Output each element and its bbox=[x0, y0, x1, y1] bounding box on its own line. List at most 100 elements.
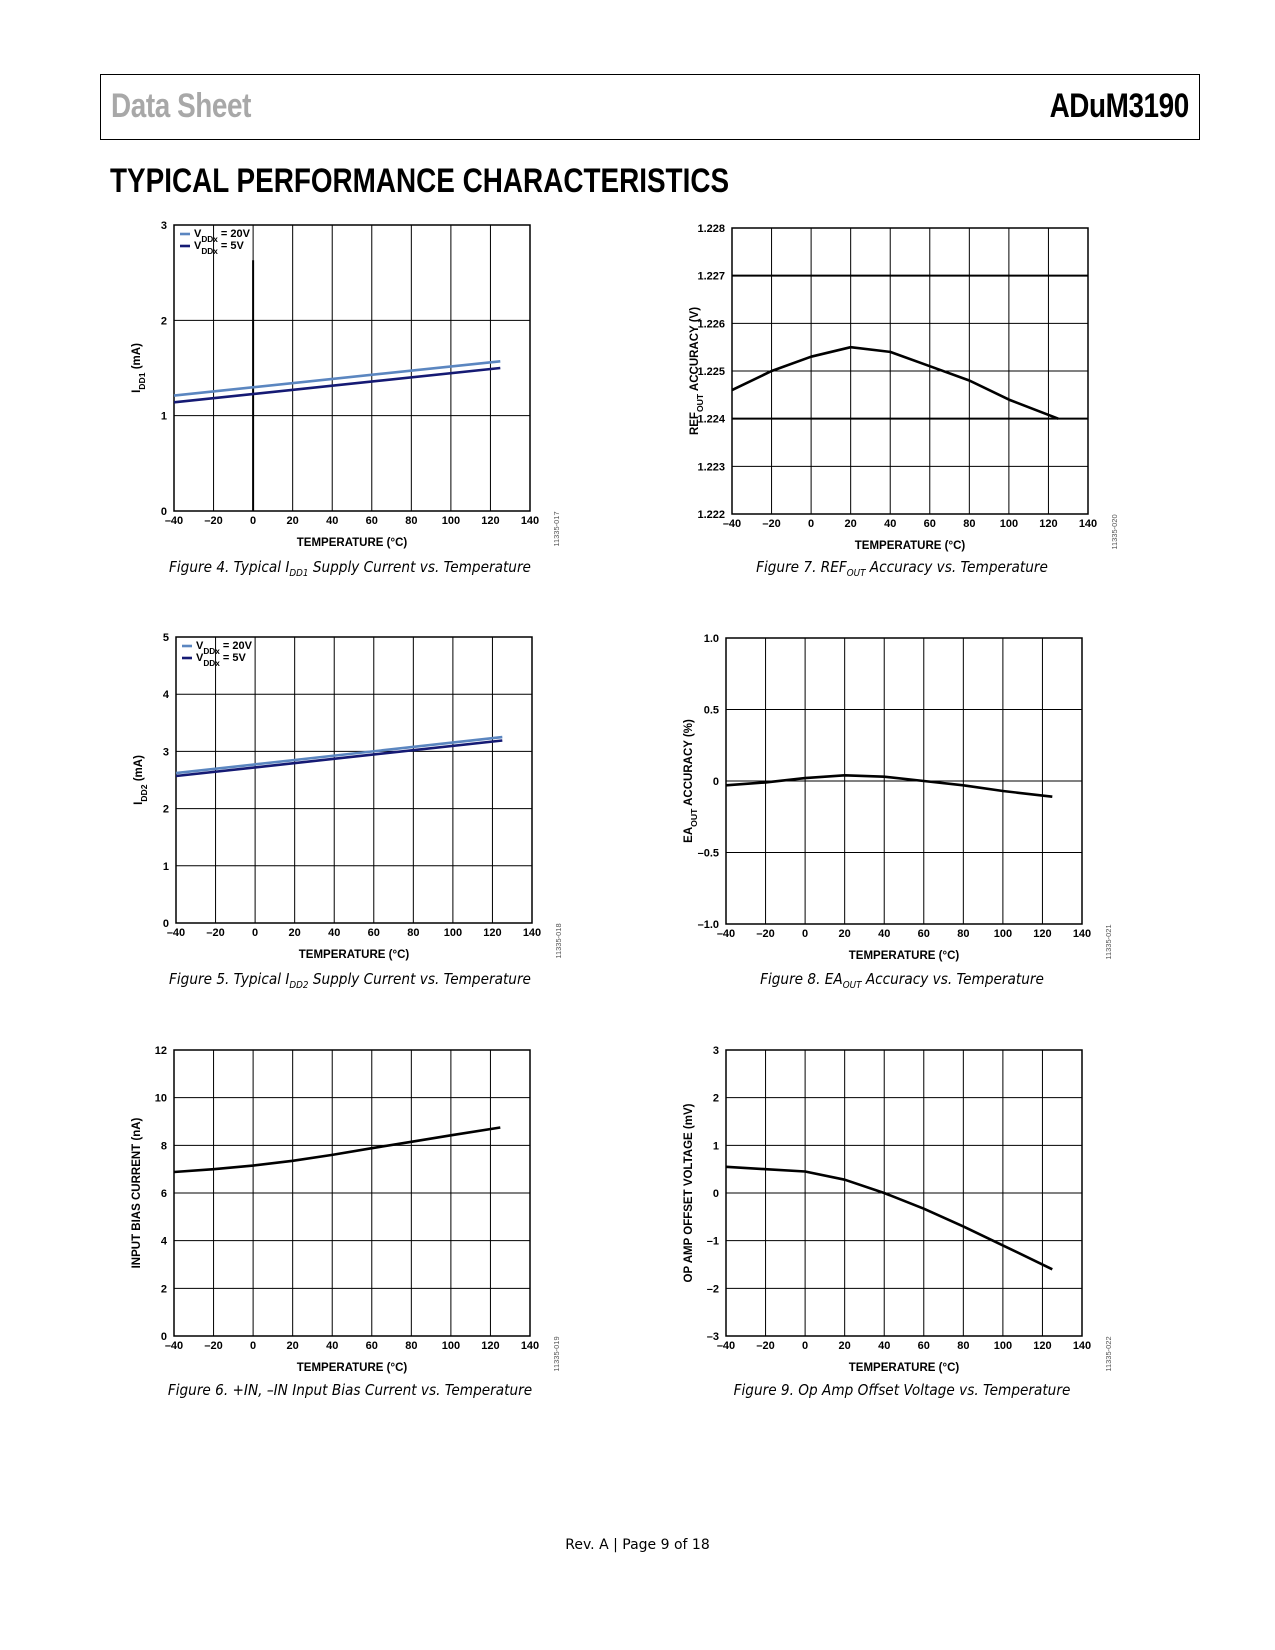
label-part: = 5V bbox=[218, 240, 245, 252]
figure-caption: Figure 9. Op Amp Offset Voltage vs. Temp… bbox=[682, 1381, 1122, 1399]
y-tick-label: 2 bbox=[713, 1093, 719, 1105]
series-line-0 bbox=[173, 1126, 501, 1174]
plot-frame bbox=[725, 1049, 1083, 1337]
y-tick-label: 6 bbox=[161, 1188, 167, 1200]
x-tick-label: 80 bbox=[957, 928, 969, 940]
label-part: = 20V bbox=[218, 228, 251, 240]
label-subscript: DDx bbox=[201, 247, 218, 256]
x-tick-label: 0 bbox=[250, 515, 256, 527]
x-tick-label: 80 bbox=[963, 518, 975, 530]
x-tick-label: –20 bbox=[762, 518, 780, 530]
y-tick-label: 1.222 bbox=[697, 509, 725, 521]
x-axis-label: TEMPERATURE (°C) bbox=[855, 540, 966, 552]
y-tick-label: 1 bbox=[713, 1140, 719, 1152]
x-axis-label: TEMPERATURE (°C) bbox=[849, 1362, 960, 1374]
legend-entry: VDDx = 5V bbox=[194, 240, 245, 256]
x-tick-label: –20 bbox=[756, 1340, 774, 1352]
series-line-1 bbox=[175, 739, 503, 778]
y-tick-label: 4 bbox=[163, 689, 170, 701]
series-line-0 bbox=[173, 360, 501, 397]
x-tick-label: 0 bbox=[250, 1340, 256, 1352]
label-part: V bbox=[194, 228, 202, 240]
x-tick-label: –40 bbox=[165, 515, 183, 527]
series-line-0 bbox=[725, 1165, 1053, 1271]
x-axis-label: TEMPERATURE (°C) bbox=[299, 949, 410, 961]
x-tick-label: 0 bbox=[802, 1340, 808, 1352]
x-tick-label: 120 bbox=[481, 1340, 499, 1352]
x-tick-label: 0 bbox=[252, 927, 258, 939]
y-tick-label: 0.5 bbox=[704, 705, 719, 717]
figure-code: 11335-017 bbox=[552, 511, 561, 546]
x-tick-label: 100 bbox=[442, 515, 460, 527]
figure-caption: Figure 4. Typical IDD1 Supply Current vs… bbox=[130, 558, 570, 579]
label-part: INPUT BIAS CURRENT (nA) bbox=[131, 1117, 143, 1268]
y-tick-label: 5 bbox=[163, 632, 169, 644]
figure-code: 11335-021 bbox=[1104, 924, 1113, 959]
x-tick-label: 100 bbox=[994, 928, 1012, 940]
x-tick-label: 80 bbox=[957, 1340, 969, 1352]
label-part: V bbox=[196, 652, 204, 664]
y-axis-label: IDD1 (mA) bbox=[131, 343, 147, 393]
x-tick-label: –40 bbox=[167, 927, 185, 939]
caption-text: Accuracy vs. Temperature bbox=[861, 970, 1044, 988]
y-tick-label: 4 bbox=[161, 1236, 168, 1248]
x-tick-label: 40 bbox=[884, 518, 896, 530]
figure-code: 11335-022 bbox=[1104, 1336, 1113, 1371]
legend-entry: VDDx = 5V bbox=[196, 652, 247, 668]
y-tick-label: 12 bbox=[155, 1045, 167, 1057]
label-part: REF bbox=[689, 412, 701, 435]
x-tick-label: 120 bbox=[481, 515, 499, 527]
x-axis-label: TEMPERATURE (°C) bbox=[297, 1362, 408, 1374]
x-tick-label: –20 bbox=[756, 928, 774, 940]
x-tick-label: 20 bbox=[839, 928, 851, 940]
x-tick-label: 140 bbox=[1073, 928, 1091, 940]
figure-caption: Figure 5. Typical IDD2 Supply Current vs… bbox=[130, 970, 570, 991]
x-tick-label: 40 bbox=[326, 1340, 338, 1352]
x-tick-label: 140 bbox=[1079, 518, 1097, 530]
plot-frame bbox=[175, 636, 533, 924]
y-tick-label: –0.5 bbox=[698, 848, 719, 860]
x-tick-label: 20 bbox=[845, 518, 857, 530]
y-axis-label: INPUT BIAS CURRENT (nA) bbox=[131, 1117, 143, 1268]
label-subscript: OUT bbox=[689, 808, 699, 827]
series-line-0 bbox=[731, 345, 1059, 420]
x-tick-label: 120 bbox=[1033, 1340, 1051, 1352]
y-tick-label: 2 bbox=[161, 1283, 167, 1295]
x-tick-label: 40 bbox=[326, 515, 338, 527]
caption-text: Figure 8. EA bbox=[760, 970, 843, 988]
y-tick-label: 1.225 bbox=[697, 366, 725, 378]
label-subscript: DD1 bbox=[137, 372, 147, 389]
y-tick-label: 2 bbox=[161, 315, 167, 327]
x-tick-label: –20 bbox=[204, 515, 222, 527]
y-tick-label: –1.0 bbox=[698, 919, 719, 931]
y-axis-label: IDD2 (mA) bbox=[133, 755, 149, 805]
y-tick-label: –2 bbox=[707, 1283, 719, 1295]
label-part: I bbox=[131, 390, 143, 393]
y-tick-label: 0 bbox=[161, 1331, 167, 1343]
caption-text: Figure 7. REF bbox=[756, 558, 847, 576]
header-part-number: ADuM3190 bbox=[1049, 87, 1190, 125]
y-tick-label: 0 bbox=[163, 918, 169, 930]
label-part: ACCURACY (V) bbox=[689, 307, 701, 394]
x-tick-label: 120 bbox=[1033, 928, 1051, 940]
caption-subscript: DD1 bbox=[289, 568, 309, 580]
x-tick-label: –40 bbox=[717, 1340, 735, 1352]
y-tick-label: 3 bbox=[713, 1045, 719, 1057]
caption-text: Supply Current vs. Temperature bbox=[308, 558, 531, 576]
x-axis-label: TEMPERATURE (°C) bbox=[849, 950, 960, 962]
caption-text: Figure 9. Op Amp Offset Voltage vs. Temp… bbox=[733, 1381, 1071, 1399]
y-tick-label: 1 bbox=[163, 861, 169, 873]
caption-subscript: OUT bbox=[846, 568, 866, 580]
y-tick-label: 1.228 bbox=[697, 223, 725, 235]
legend-entry: VDDx = 20V bbox=[194, 228, 251, 244]
label-part: (mA) bbox=[131, 343, 143, 373]
series-line-0 bbox=[175, 735, 503, 775]
header-doc-type: Data Sheet bbox=[111, 87, 252, 125]
label-part: OP AMP OFFSET VOLTAGE (mV) bbox=[683, 1103, 695, 1282]
x-tick-label: –20 bbox=[204, 1340, 222, 1352]
y-tick-label: 0 bbox=[713, 1188, 719, 1200]
y-tick-label: 1.227 bbox=[697, 271, 725, 283]
